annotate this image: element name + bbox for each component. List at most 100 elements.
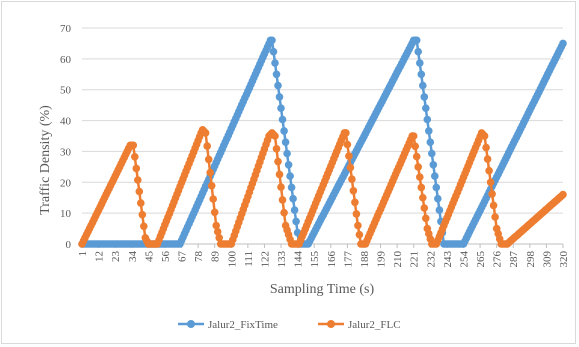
series-Jalur2_FLC — [78, 126, 567, 248]
point-Jalur2_FLC-273 — [489, 201, 498, 210]
x-tick-221: 221 — [409, 251, 421, 268]
point-Jalur2_FLC-84 — [204, 155, 213, 164]
point-Jalur2_FixTime-319 — [559, 39, 567, 48]
point-Jalur2_FLC-36 — [132, 164, 141, 173]
point-Jalur2_FixTime-128 — [271, 59, 279, 67]
x-tick-133: 133 — [276, 251, 288, 268]
point-Jalur2_FLC-40 — [138, 210, 147, 219]
point-Jalur2_FixTime-233 — [429, 161, 438, 169]
point-Jalur2_FLC-181 — [351, 198, 359, 207]
x-tick-34: 34 — [127, 251, 139, 263]
point-Jalur2_FixTime-223 — [414, 47, 423, 56]
point-Jalur2_FLC-176 — [343, 140, 352, 149]
point-Jalur2_FLC-35 — [131, 153, 139, 161]
point-Jalur2_FixTime-236 — [434, 194, 442, 203]
point-Jalur2_FixTime-140 — [289, 194, 297, 203]
point-Jalur2_FixTime-230 — [425, 127, 433, 135]
series-Jalur2_FixTime — [78, 36, 567, 248]
x-tick-1: 1 — [77, 251, 89, 257]
x-tick-78: 78 — [193, 251, 205, 263]
point-Jalur2_FixTime-133 — [278, 115, 287, 124]
x-tick-320: 320 — [558, 251, 570, 268]
x-axis-title: Sampling Time (s) — [270, 282, 375, 297]
point-Jalur2_FLC-91 — [215, 234, 223, 242]
x-tick-287: 287 — [508, 251, 520, 268]
point-Jalur2_FLC-183 — [354, 221, 362, 230]
y-tick-20: 20 — [60, 177, 72, 189]
x-tick-56: 56 — [160, 251, 172, 263]
point-Jalur2_FixTime-234 — [431, 172, 439, 180]
series-group — [78, 36, 567, 248]
x-tick-67: 67 — [177, 251, 189, 263]
x-tick-199: 199 — [376, 251, 388, 268]
point-Jalur2_FixTime-127 — [269, 47, 278, 56]
y-tick-0: 0 — [66, 239, 72, 251]
point-Jalur2_FLC-222 — [412, 152, 421, 161]
point-Jalur2_FLC-221 — [411, 142, 420, 151]
point-Jalur2_FixTime-130 — [274, 81, 282, 90]
point-Jalur2_FLC-133 — [278, 196, 287, 204]
point-Jalur2_FLC-82 — [201, 129, 210, 137]
y-tick-labels: 0 10 20 30 40 50 60 70 — [60, 23, 72, 251]
point-Jalur2_FLC-132 — [277, 183, 285, 191]
legend-item-Jalur2_FLC: Jalur2_FLC — [318, 319, 401, 331]
point-Jalur2_FLC-226 — [419, 193, 427, 202]
y-tick-10: 10 — [60, 208, 72, 220]
x-tick-12: 12 — [94, 251, 106, 262]
point-Jalur2_FLC-130 — [274, 157, 282, 166]
point-Jalur2_FLC-177 — [345, 152, 353, 160]
x-tick-210: 210 — [392, 251, 404, 268]
legend-label-Jalur2_FixTime: Jalur2_FixTime — [208, 319, 278, 331]
point-Jalur2_FLC-34 — [129, 141, 138, 150]
point-Jalur2_FLC-83 — [203, 142, 211, 150]
point-Jalur2_FLC-182 — [352, 210, 361, 218]
point-Jalur2_FLC-131 — [275, 170, 284, 179]
x-tick-122: 122 — [259, 251, 271, 268]
x-tick-111: 111 — [243, 251, 255, 267]
x-tick-labels: 1 12 23 34 45 56 67 78 89 100 111 122 133 144 155 166 17… — [77, 244, 570, 268]
y-tick-70: 70 — [60, 23, 72, 35]
x-tick-155: 155 — [309, 251, 321, 268]
point-Jalur2_FixTime-235 — [432, 183, 441, 192]
point-Jalur2_FLC-128 — [271, 132, 279, 140]
legend-marker-Jalur2_FixTime — [187, 320, 195, 328]
point-Jalur2_FLC-89 — [212, 221, 220, 230]
y-axis-title: Traffic Density (%) — [38, 105, 53, 215]
point-Jalur2_FLC-88 — [210, 208, 219, 217]
point-Jalur2_FLC-175 — [342, 129, 350, 137]
point-Jalur2_FixTime-137 — [284, 161, 293, 169]
point-Jalur2_FLC-267 — [480, 132, 489, 140]
point-Jalur2_FLC-37 — [134, 176, 142, 184]
point-Jalur2_FLC-274 — [491, 213, 499, 221]
point-Jalur2_FixTime-229 — [423, 115, 432, 124]
x-tick-144: 144 — [293, 251, 305, 268]
point-Jalur2_FLC-227 — [420, 204, 429, 212]
x-tick-276: 276 — [492, 250, 504, 267]
legend-item-Jalur2_FixTime: Jalur2_FixTime — [178, 319, 278, 331]
point-Jalur2_FixTime-227 — [420, 93, 429, 101]
point-Jalur2_FLC-129 — [272, 145, 281, 153]
x-tick-254: 254 — [458, 251, 470, 268]
point-Jalur2_FixTime-126 — [268, 36, 276, 45]
point-Jalur2_FLC-87 — [209, 195, 217, 203]
point-Jalur2_FixTime-142 — [292, 217, 300, 226]
point-Jalur2_FLC-225 — [417, 183, 426, 192]
y-tick-60: 60 — [60, 54, 72, 66]
point-Jalur2_FixTime-225 — [417, 70, 426, 79]
point-Jalur2_FixTime-129 — [272, 70, 281, 79]
x-tick-265: 265 — [475, 251, 487, 268]
legend: Jalur2_FixTime Jalur2_FLC — [178, 319, 401, 331]
point-Jalur2_FixTime-141 — [290, 206, 299, 214]
x-tick-243: 243 — [442, 251, 454, 268]
point-Jalur2_FLC-180 — [349, 187, 358, 195]
point-Jalur2_FixTime-131 — [275, 93, 284, 101]
point-Jalur2_FixTime-237 — [435, 206, 444, 214]
point-Jalur2_FLC-85 — [206, 168, 214, 177]
x-tick-298: 298 — [525, 251, 537, 268]
point-Jalur2_FLC-269 — [483, 155, 492, 163]
point-Jalur2_FixTime-135 — [281, 138, 290, 146]
y-tick-50: 50 — [60, 85, 72, 97]
legend-label-Jalur2_FLC: Jalur2_FLC — [348, 319, 401, 331]
point-Jalur2_FLC-178 — [346, 163, 355, 172]
